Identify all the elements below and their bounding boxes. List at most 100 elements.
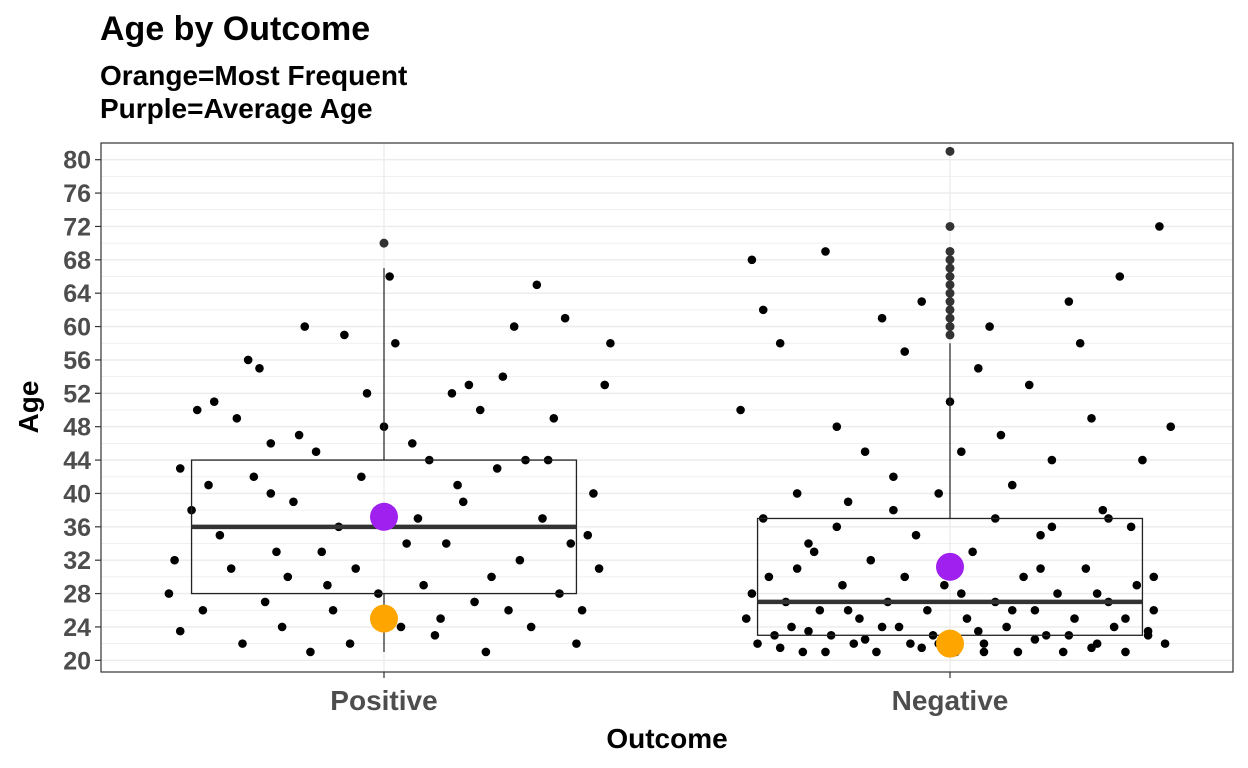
y-tick-label: 48 — [63, 414, 91, 442]
y-tick-label: 36 — [63, 514, 91, 542]
jitter-point — [538, 514, 547, 523]
jitter-point — [860, 447, 870, 457]
jitter-point — [470, 597, 479, 607]
plot-panel-border — [100, 142, 1234, 673]
jitter-point — [1143, 626, 1153, 636]
jitter-point — [1024, 380, 1034, 390]
jitter-point — [1092, 589, 1102, 598]
y-tick-label: 44 — [63, 447, 91, 475]
jitter-point — [1053, 589, 1062, 598]
jitter-point — [413, 514, 423, 523]
x-tick-label: Negative — [892, 685, 1009, 716]
jitter-point — [504, 605, 513, 615]
jitter-point — [1064, 297, 1074, 306]
jitter-point — [1036, 530, 1045, 540]
y-tick-label: 60 — [63, 314, 91, 342]
jitter-point — [255, 363, 264, 373]
jitter-point — [560, 313, 570, 323]
jitter-point — [226, 564, 236, 573]
jitter-point — [753, 639, 762, 648]
jitter-point — [447, 389, 457, 398]
jitter-point — [566, 539, 576, 548]
outlier-point — [945, 297, 955, 307]
jitter-point — [815, 605, 825, 615]
jitter-point — [272, 547, 281, 557]
jitter-point — [464, 380, 474, 390]
outlier-point — [379, 238, 389, 248]
jitter-point — [1036, 564, 1045, 573]
jitter-point — [526, 622, 536, 632]
outlier-point — [945, 146, 955, 156]
jitter-point — [532, 280, 542, 290]
outlier-point — [945, 263, 955, 273]
jitter-point — [1047, 455, 1057, 465]
jitter-point — [323, 580, 332, 590]
jitter-point — [1007, 605, 1017, 615]
jitter-point — [906, 639, 915, 648]
jitter-point — [855, 614, 864, 623]
jitter-point — [957, 589, 966, 598]
jitter-point — [860, 635, 870, 644]
outlier-point — [945, 280, 955, 290]
jitter-point — [900, 572, 910, 582]
jitter-point — [821, 247, 830, 256]
jitter-point — [408, 439, 417, 448]
jitter-point — [243, 355, 253, 365]
jitter-point — [1138, 455, 1147, 465]
most-frequent-marker — [936, 629, 964, 658]
jitter-point — [1058, 647, 1068, 657]
y-tick-label: 68 — [63, 247, 91, 275]
jitter-point — [1070, 614, 1079, 623]
jitter-point — [979, 647, 989, 657]
jitter-point — [198, 605, 208, 615]
jitter-point — [849, 639, 859, 648]
jitter-point — [164, 589, 174, 598]
jitter-point — [1007, 480, 1017, 490]
outlier-point — [945, 313, 955, 323]
jitter-point — [838, 580, 847, 590]
jitter-point — [1013, 647, 1023, 657]
y-tick-label: 52 — [63, 380, 91, 408]
jitter-point — [1087, 643, 1096, 653]
jitter-point — [509, 322, 519, 331]
jitter-point — [385, 272, 394, 281]
outlier-point — [945, 221, 955, 231]
jitter-point — [843, 605, 853, 615]
jitter-points-layer — [164, 222, 1176, 657]
jitter-point — [357, 472, 366, 482]
jitter-point — [481, 647, 491, 657]
jitter-point — [589, 489, 598, 498]
jitter-point — [741, 614, 751, 623]
jitter-point — [458, 497, 468, 507]
y-tick-label: 64 — [63, 280, 91, 308]
jitter-point — [436, 614, 445, 623]
y-tick-label: 20 — [63, 647, 91, 675]
jitter-point — [209, 397, 219, 406]
jitter-point — [311, 447, 321, 457]
summary-markers-layer — [370, 502, 964, 658]
axes-layer: 20 24 28 32 36 40 44 48 52 56 60 64 68 72 76 80 Positive… — [63, 147, 1008, 716]
jitter-point — [391, 338, 400, 348]
jitter-point — [934, 489, 943, 498]
y-tick-label: 32 — [63, 547, 91, 575]
grid-layer — [101, 142, 1233, 672]
jitter-point — [260, 597, 270, 607]
jitter-point — [832, 522, 842, 532]
jitter-point — [600, 380, 610, 390]
outlier-point — [945, 288, 955, 298]
jitter-point — [1047, 522, 1057, 532]
jitter-point — [872, 647, 881, 657]
jitter-point — [985, 322, 994, 331]
jitter-point — [441, 539, 451, 548]
jitter-point — [832, 422, 842, 431]
jitter-point — [747, 255, 757, 265]
jitter-point — [804, 539, 813, 548]
jitter-point — [974, 363, 983, 373]
jitter-point — [996, 430, 1006, 440]
jitter-point — [1126, 522, 1136, 532]
jitter-point — [1081, 564, 1091, 573]
jitter-point — [923, 605, 932, 615]
jitter-point — [170, 555, 179, 565]
jitter-point — [889, 505, 898, 515]
